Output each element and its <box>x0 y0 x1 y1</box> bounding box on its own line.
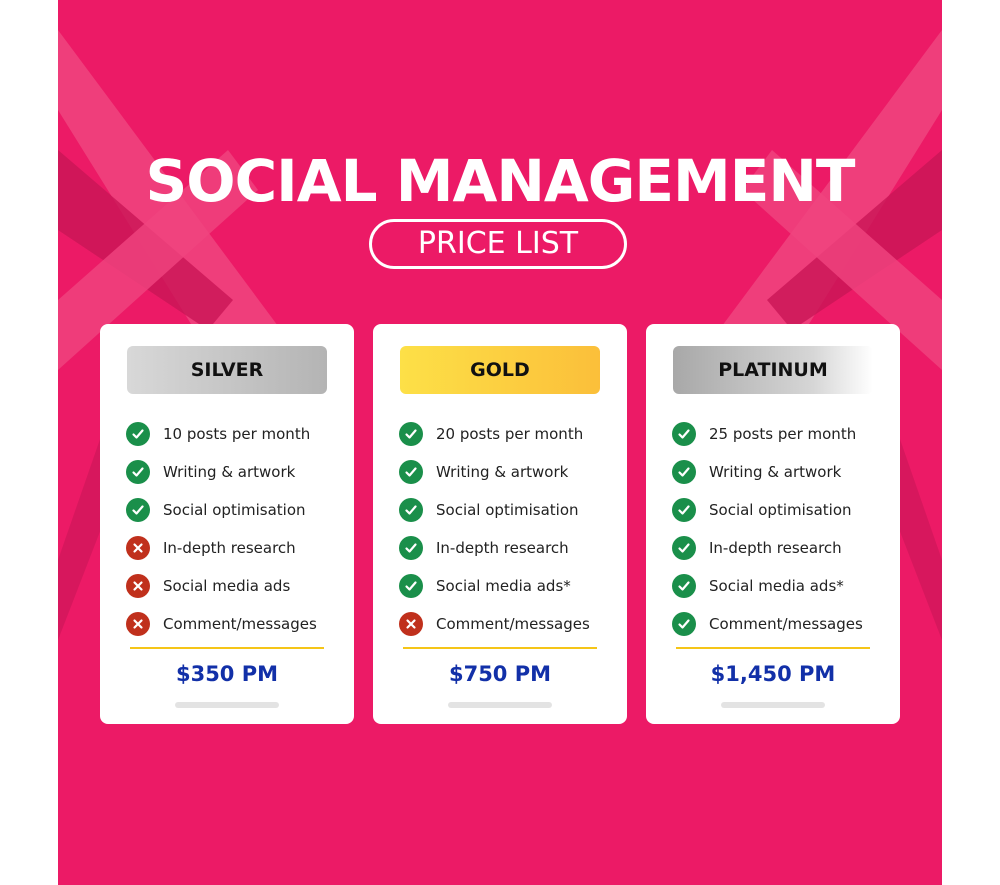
check-icon <box>672 422 696 446</box>
check-icon <box>672 536 696 560</box>
decorative-bar <box>448 702 552 708</box>
divider <box>403 647 597 649</box>
check-icon <box>399 536 423 560</box>
decorative-bar <box>175 702 279 708</box>
plan-price: $750 PM <box>448 662 552 686</box>
check-icon <box>399 574 423 598</box>
feature-label: Comment/messages <box>709 615 863 633</box>
feature-label: Comment/messages <box>163 615 317 633</box>
price-list-badge: PRICE LIST <box>369 219 627 269</box>
feature-label: In-depth research <box>436 539 569 557</box>
cross-icon <box>126 574 150 598</box>
plan-name: SILVER <box>127 346 327 394</box>
feature-item: Writing & artwork <box>399 453 590 491</box>
feature-item: 10 posts per month <box>126 415 317 453</box>
feature-label: Comment/messages <box>436 615 590 633</box>
cross-icon <box>126 612 150 636</box>
check-icon <box>672 612 696 636</box>
feature-item: Social media ads <box>126 567 317 605</box>
check-icon <box>126 460 150 484</box>
cross-icon <box>399 612 423 636</box>
plan-price: $1,450 PM <box>710 662 836 686</box>
feature-item: Social media ads* <box>672 567 863 605</box>
feature-item: Writing & artwork <box>126 453 317 491</box>
plan-name: GOLD <box>400 346 600 394</box>
plan-name: PLATINUM <box>673 346 873 394</box>
plan-card-silver: SILVER 10 posts per month Writing & artwor… <box>100 324 354 724</box>
feature-label: Social media ads* <box>436 577 571 595</box>
plan-card-gold: GOLD 20 posts per month Writing & artwork S… <box>373 324 627 724</box>
feature-item: Comment/messages <box>126 605 317 643</box>
decorative-bar <box>721 702 825 708</box>
feature-item: Social media ads* <box>399 567 590 605</box>
feature-item: Comment/messages <box>672 605 863 643</box>
check-icon <box>399 422 423 446</box>
check-icon <box>399 498 423 522</box>
check-icon <box>672 574 696 598</box>
feature-label: 25 posts per month <box>709 425 857 443</box>
feature-label: Social media ads* <box>709 577 844 595</box>
check-icon <box>399 460 423 484</box>
page-title: SOCIAL MANAGEMENT <box>145 147 856 215</box>
feature-label: 20 posts per month <box>436 425 584 443</box>
plan-card-platinum: PLATINUM 25 posts per month Writing & artw… <box>646 324 900 724</box>
feature-label: Social optimisation <box>436 501 579 519</box>
feature-label: Writing & artwork <box>436 463 569 481</box>
feature-label: Social optimisation <box>163 501 306 519</box>
feature-label: Social optimisation <box>709 501 852 519</box>
feature-item: Comment/messages <box>399 605 590 643</box>
feature-item: In-depth research <box>126 529 317 567</box>
feature-item: Social optimisation <box>672 491 863 529</box>
check-icon <box>126 422 150 446</box>
check-icon <box>672 498 696 522</box>
feature-item: Social optimisation <box>126 491 317 529</box>
divider <box>130 647 324 649</box>
divider <box>676 647 870 649</box>
plan-price: $350 PM <box>175 662 279 686</box>
feature-item: In-depth research <box>399 529 590 567</box>
feature-label: Social media ads <box>163 577 291 595</box>
feature-item: In-depth research <box>672 529 863 567</box>
feature-label: Writing & artwork <box>709 463 842 481</box>
feature-item: Writing & artwork <box>672 453 863 491</box>
feature-label: In-depth research <box>709 539 842 557</box>
feature-item: Social optimisation <box>399 491 590 529</box>
cross-icon <box>126 536 150 560</box>
feature-label: Writing & artwork <box>163 463 296 481</box>
check-icon <box>672 460 696 484</box>
feature-label: 10 posts per month <box>163 425 311 443</box>
feature-item: 20 posts per month <box>399 415 590 453</box>
check-icon <box>126 498 150 522</box>
feature-label: In-depth research <box>163 539 296 557</box>
price-list-poster: SOCIAL MANAGEMENT PRICE LIST SILVER 10 po… <box>58 0 942 885</box>
feature-item: 25 posts per month <box>672 415 863 453</box>
